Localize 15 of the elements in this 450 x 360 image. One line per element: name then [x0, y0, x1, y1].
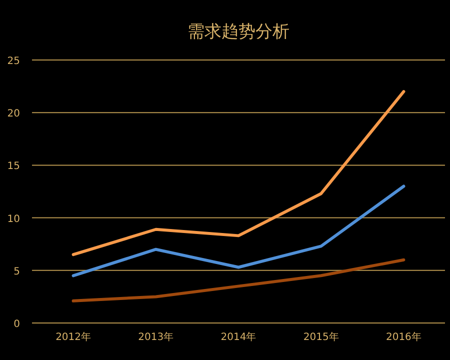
y-tick-label: 25 — [7, 56, 20, 67]
x-tick-label: 2014年 — [220, 331, 256, 343]
x-tick-label: 2012年 — [56, 331, 92, 343]
y-tick-label: 15 — [7, 161, 20, 172]
y-tick-label: 0 — [14, 319, 20, 330]
x-tick-label: 2015年 — [303, 331, 339, 343]
line-series — [72, 258, 406, 302]
line-series — [72, 90, 406, 256]
y-tick-label: 20 — [7, 108, 20, 120]
line-series — [72, 184, 406, 278]
x-tick-label: 2016年 — [386, 331, 422, 343]
y-tick-label: 5 — [14, 266, 20, 278]
x-tick-label: 2013年 — [138, 331, 174, 343]
chart-title: 需求趋势分析 — [188, 22, 290, 42]
y-tick-label: 10 — [7, 214, 20, 225]
